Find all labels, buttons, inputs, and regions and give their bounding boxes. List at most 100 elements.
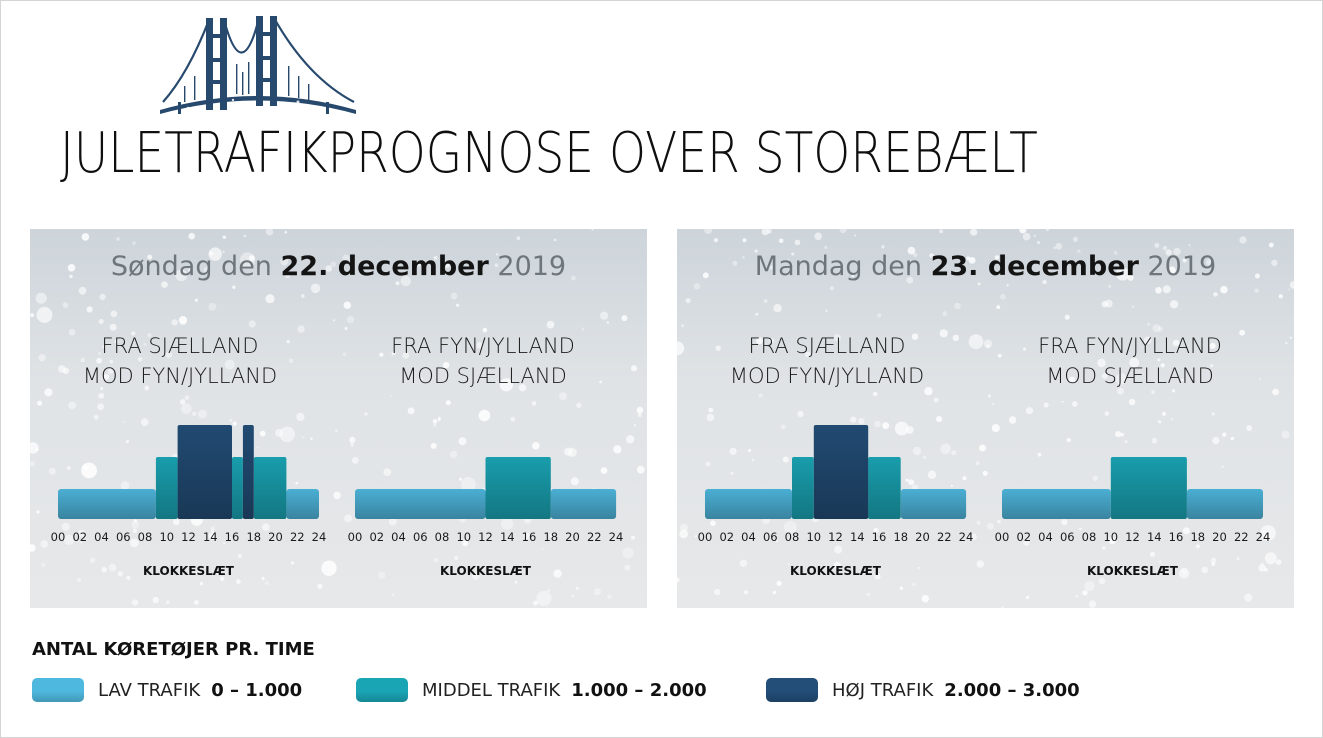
snowflake	[378, 571, 386, 579]
snowflake	[98, 351, 101, 355]
snowflake	[839, 229, 847, 234]
snowflake	[773, 304, 782, 313]
snowflake	[1182, 258, 1187, 263]
snowflake	[302, 436, 305, 439]
x-axis-label: KLOKKESLÆT	[440, 564, 532, 578]
snowflake	[769, 265, 774, 270]
snowflake	[1066, 438, 1071, 443]
snowflake	[93, 414, 99, 420]
snowflake	[819, 568, 823, 572]
snowflake	[1258, 564, 1266, 572]
snowflake	[1281, 430, 1290, 439]
snowflake	[126, 575, 131, 580]
snowflake	[769, 338, 775, 344]
snowflake	[100, 387, 104, 390]
snowflake	[1061, 400, 1064, 403]
x-tick-label: 06	[1060, 530, 1075, 544]
snowflake	[133, 519, 138, 523]
snowflake	[461, 477, 476, 492]
snowflake	[402, 352, 410, 359]
snowflake	[455, 303, 460, 307]
x-tick-label: 16	[872, 530, 887, 544]
x-tick-label: 10	[456, 530, 471, 544]
snowflake	[767, 229, 772, 234]
snowflake	[224, 359, 235, 370]
snowflake	[850, 416, 857, 423]
snowflake	[600, 311, 609, 320]
day-panel-sunday: Søndag den 22. december 2019 FRA SJÆLLAN…	[30, 229, 647, 608]
snowflake	[220, 576, 225, 581]
panel-date: Mandag den 23. december 2019	[677, 251, 1294, 282]
snowflake	[478, 409, 491, 422]
x-tick-label: 14	[500, 530, 515, 544]
x-tick-label: 16	[522, 530, 537, 544]
snowflake	[968, 334, 984, 349]
snowflake	[342, 254, 350, 262]
legend-item-middel: MIDDEL TRAFIK 1.000 – 2.000	[356, 676, 707, 704]
legend-name: HØJ TRAFIK	[832, 679, 934, 701]
snowflake	[40, 540, 49, 548]
traffic-chart: 00 02 04 06 08 10 12 14 16 18 20 22 24 KLOKKESLÆT	[698, 425, 973, 578]
snowflake	[742, 256, 745, 259]
snowflake	[1162, 245, 1168, 251]
traffic-bar-middel	[155, 457, 178, 519]
snowflake	[81, 233, 90, 241]
snowflake	[433, 558, 438, 563]
snowflake	[222, 235, 226, 239]
snowflake	[783, 520, 797, 534]
snowflake	[175, 269, 188, 282]
snowflake	[1113, 251, 1118, 255]
snowflake	[710, 520, 716, 526]
snowflake	[79, 540, 83, 544]
x-tick-label: 14	[850, 530, 865, 544]
snowflake	[624, 564, 631, 571]
snowflake	[264, 580, 269, 586]
snowflake	[1055, 243, 1063, 250]
snowflake	[346, 315, 355, 324]
snowflake	[1115, 431, 1122, 438]
snowflake	[979, 444, 986, 452]
snowflake	[432, 419, 438, 424]
snowflake	[1068, 376, 1076, 384]
snowflake	[1210, 364, 1214, 368]
snowflake	[685, 298, 691, 304]
snowflake	[131, 331, 136, 336]
legend-swatch-lav	[32, 678, 84, 702]
snowflake	[1244, 593, 1253, 602]
page-title: JULETRAFIKPROGNOSE OVER STOREBÆLT	[60, 121, 1038, 186]
traffic-bar-lav	[705, 489, 792, 519]
snowflake	[229, 419, 232, 422]
snowflake	[533, 600, 538, 606]
snowflake	[825, 309, 828, 313]
snowflake	[116, 237, 120, 241]
x-tick-label: 00	[51, 530, 66, 544]
snowflake	[940, 443, 951, 455]
snowflake	[621, 315, 628, 322]
snowflake	[742, 238, 747, 243]
snowflake	[171, 319, 178, 326]
snowflake	[123, 421, 126, 424]
snowflake	[1088, 600, 1097, 608]
snowflake	[482, 327, 488, 333]
snowflake	[1221, 465, 1224, 468]
snowflake	[262, 523, 270, 531]
traffic-bar-lav	[1002, 489, 1111, 519]
snowflake	[1108, 284, 1112, 288]
x-tick-label: 06	[413, 530, 428, 544]
snowflake	[1092, 475, 1098, 481]
snowflake	[1259, 378, 1261, 381]
snowflake	[942, 311, 948, 316]
snowflake	[899, 586, 904, 590]
snowflake	[599, 380, 602, 384]
snowflake	[714, 588, 721, 596]
snowflake	[1127, 274, 1134, 281]
snowflake	[188, 232, 195, 240]
x-tick-label: 08	[1082, 530, 1097, 544]
snowflake	[445, 262, 450, 268]
snowflake	[877, 313, 882, 318]
snowflake	[1289, 336, 1292, 339]
snowflake	[1158, 560, 1162, 564]
snowflake	[78, 286, 87, 295]
snowflake	[858, 418, 865, 425]
snowflake	[1272, 388, 1279, 396]
